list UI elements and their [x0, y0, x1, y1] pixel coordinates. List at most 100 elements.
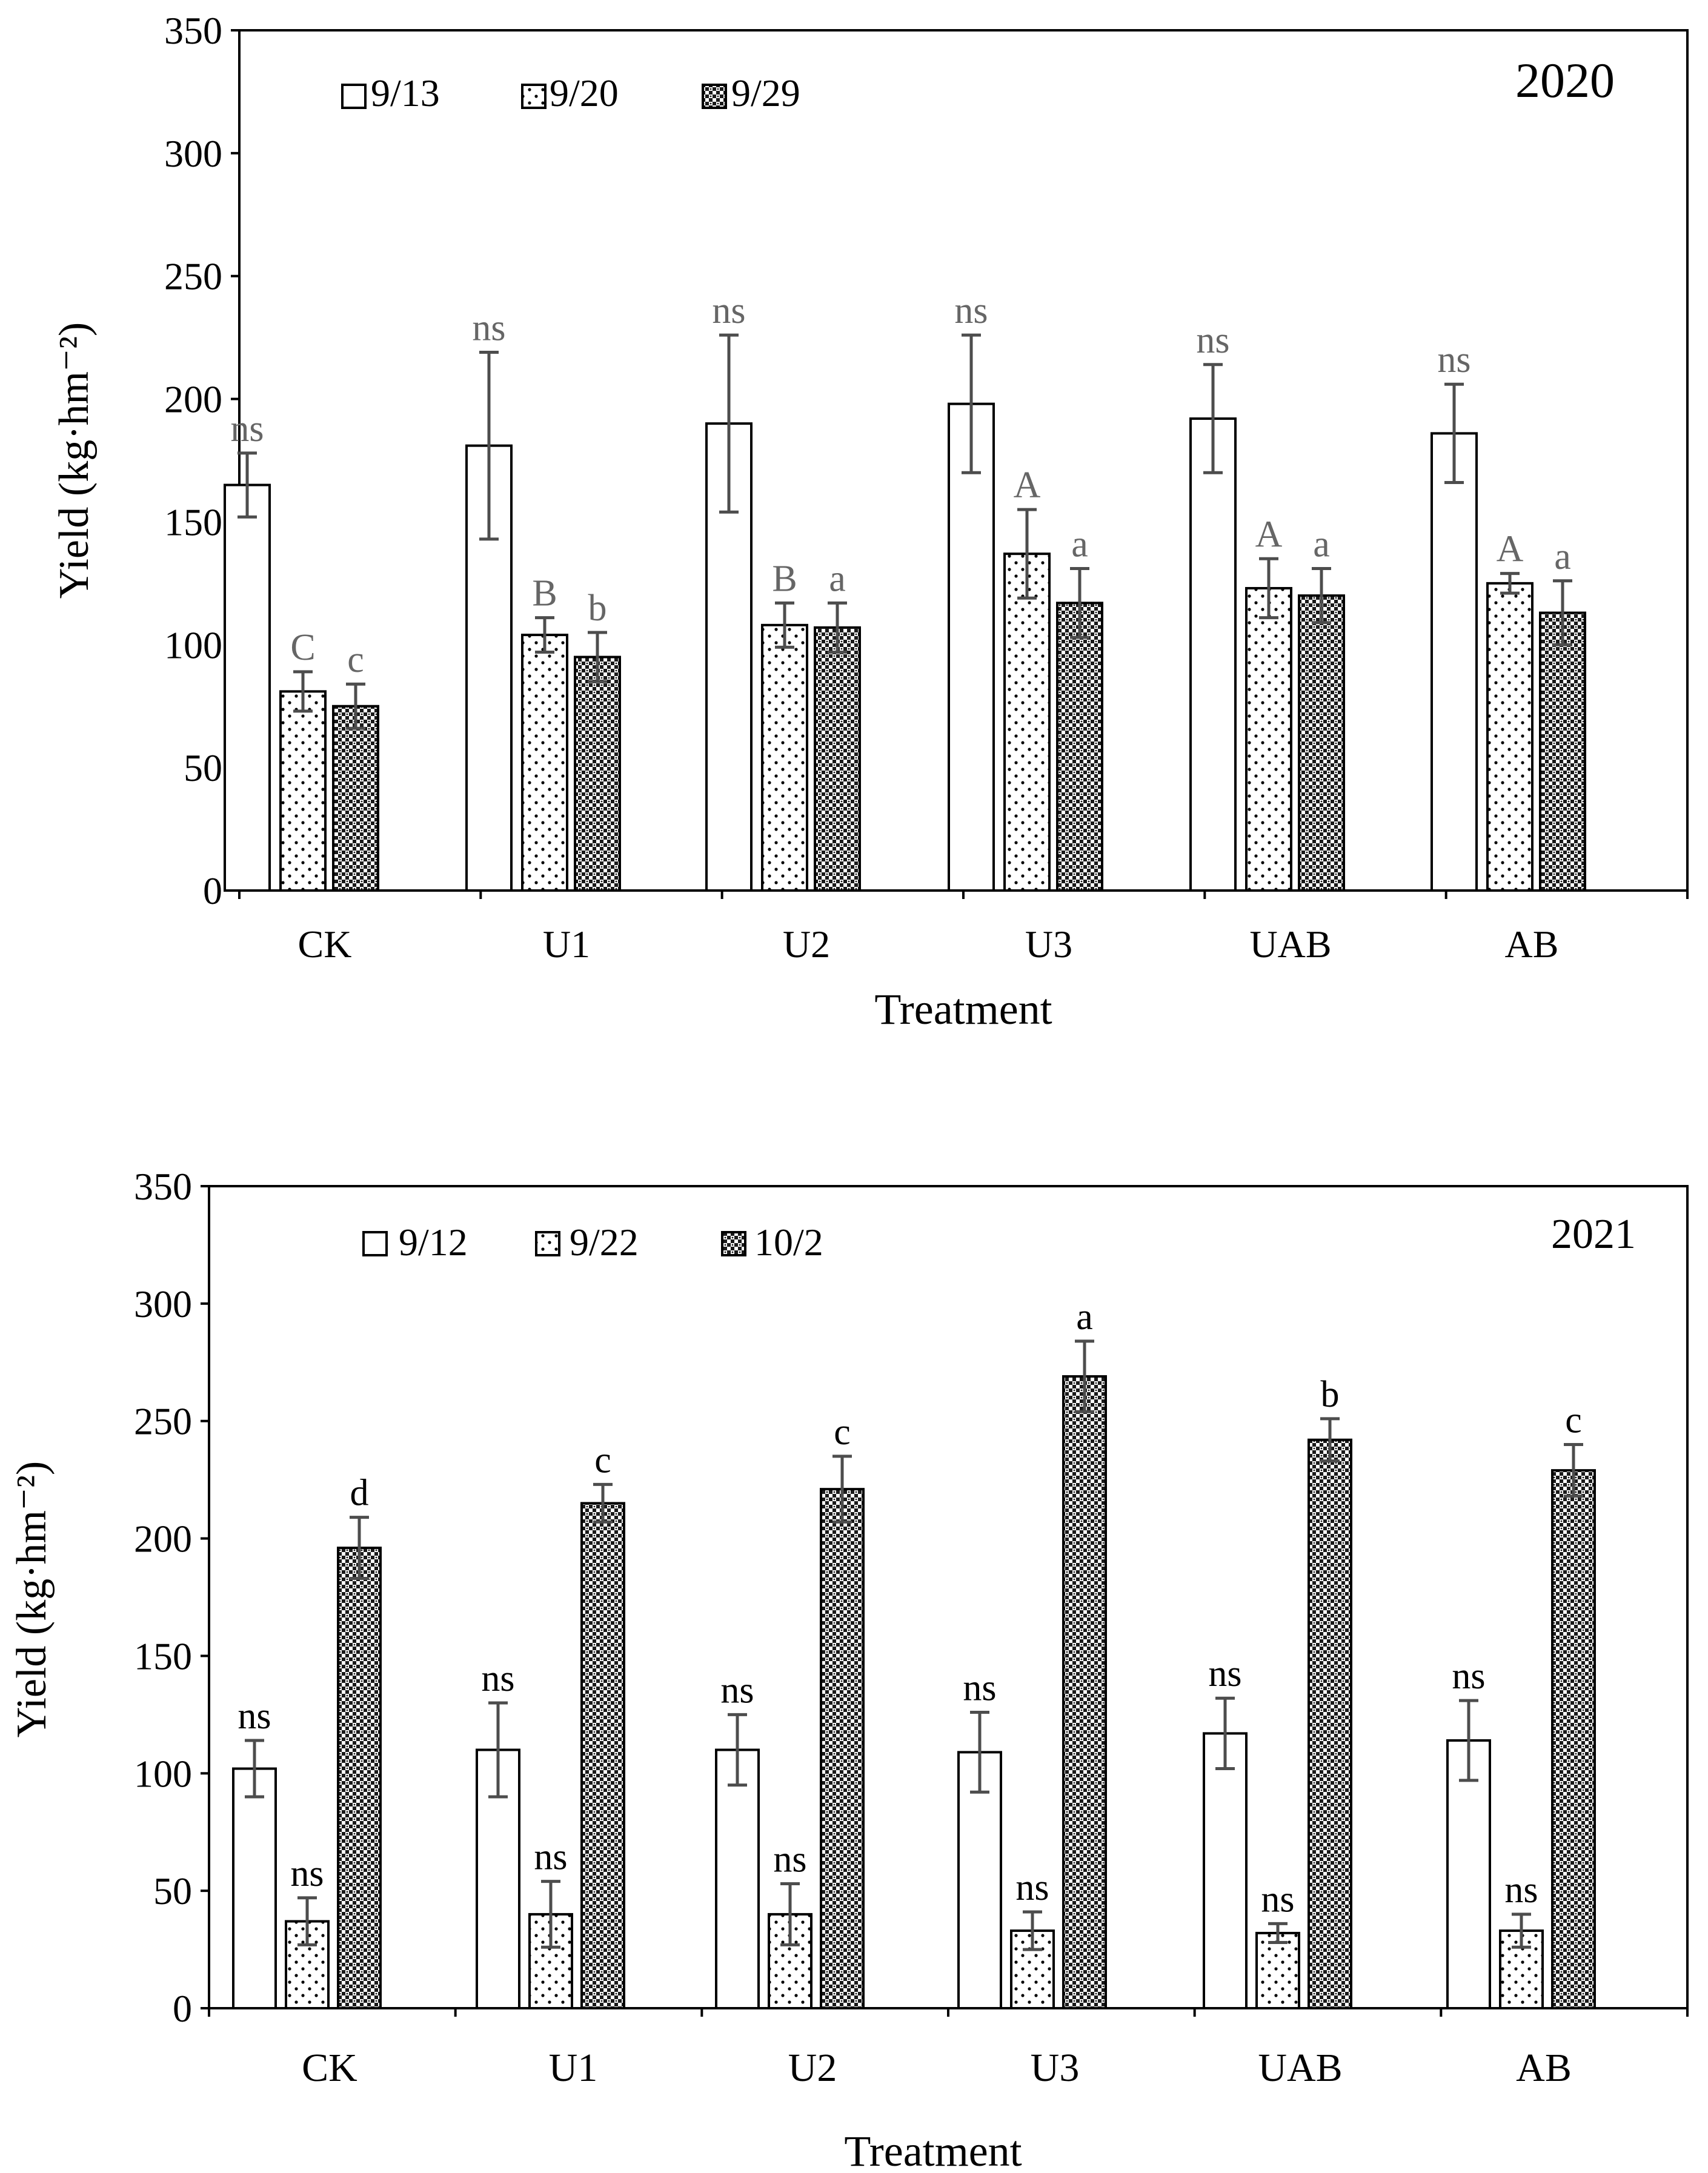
y-axis: 0 50 100 150 200 250 300 350: [164, 9, 239, 912]
legend-label: 10/2: [754, 1221, 823, 1264]
legend-label: 9/22: [570, 1221, 639, 1264]
y-tick-label: 200: [164, 378, 222, 421]
significance-letter: a: [829, 558, 846, 599]
error-bar: [828, 601, 847, 654]
significance-letter: B: [772, 558, 797, 599]
error-bar: [1259, 557, 1278, 620]
significance-letter: a: [1313, 524, 1330, 565]
significance-letter: a: [1071, 524, 1088, 565]
error-bar: [970, 1710, 989, 1794]
error-bar: [238, 451, 257, 519]
bar: [814, 626, 861, 892]
significance-letter: ns: [1452, 1656, 1485, 1697]
significance-letter: A: [1014, 465, 1041, 506]
x-tick-label: U2: [788, 2046, 837, 2090]
bar: [715, 1748, 760, 2010]
bar-series-group: ns ns ns ns ns ns ns ns ns ns ns ns d c c a b c: [232, 1296, 1596, 2010]
significance-letter: b: [1321, 1374, 1340, 1415]
x-tick-label: U1: [543, 923, 590, 966]
y-tick-label: 350: [134, 1165, 192, 1208]
bar-series-group: ns ns ns ns ns ns C B B A A Ac b a a a a: [224, 290, 1586, 892]
error-bar: [593, 1482, 613, 1524]
bar: [337, 1547, 382, 2010]
significance-letter: c: [347, 639, 364, 680]
x-tick-label: CK: [298, 923, 352, 966]
legend-item: 9/12: [362, 1221, 468, 1264]
error-bar: [962, 333, 981, 474]
x-axis-label: Treatment: [844, 2127, 1022, 2173]
error-bar: [297, 1896, 317, 1946]
legend-item: 10/2: [721, 1221, 823, 1264]
error-bar: [728, 1713, 747, 1787]
y-tick-label: 300: [134, 1282, 192, 1325]
error-bar: [719, 333, 739, 514]
y-tick-label: 150: [164, 500, 222, 543]
bar: [574, 655, 621, 892]
y-tick-label: 200: [134, 1518, 192, 1561]
significance-letter: ns: [472, 307, 505, 348]
significance-letter: A: [1255, 514, 1283, 555]
y-axis-label: Yield (kg·hm⁻²): [51, 322, 98, 599]
error-bar: [588, 631, 607, 683]
significance-letter: ns: [720, 1670, 754, 1711]
x-axis-label: Treatment: [874, 985, 1052, 1033]
chart-title: 2021: [1551, 1211, 1636, 1258]
y-axis: 0 50 100 150 200 250 300 350: [134, 1165, 209, 2030]
legend-swatch-open: [362, 1231, 388, 1256]
error-bar: [832, 1455, 852, 1524]
error-bar: [1203, 363, 1223, 474]
error-bar: [293, 670, 313, 713]
error-bar: [1075, 1339, 1094, 1413]
x-tick-label: U3: [1031, 2046, 1080, 2090]
significance-letter: ns: [1208, 1653, 1241, 1694]
legend-label: 9/29: [731, 71, 800, 114]
y-tick-label: 150: [134, 1634, 192, 1677]
error-bar: [775, 601, 794, 649]
significance-letter: a: [1554, 536, 1571, 577]
bar: [232, 1767, 277, 2010]
significance-letter: ns: [954, 290, 988, 331]
error-bar: [1023, 1910, 1042, 1951]
y-tick-label: 100: [134, 1752, 192, 1795]
bar: [1298, 594, 1345, 892]
y-tick-label: 50: [153, 1869, 192, 1913]
error-bar: [541, 1880, 560, 1949]
y-tick-label: 350: [164, 9, 222, 52]
bar: [1203, 1732, 1248, 2009]
y-tick-label: 0: [203, 869, 222, 912]
legend: 9/12 9/22 10/2: [362, 1221, 823, 1264]
bar: [279, 690, 327, 892]
significance-letter: ns: [1196, 320, 1229, 361]
bar: [1056, 602, 1103, 892]
significance-letter: b: [588, 588, 607, 629]
legend: 9/13 9/20 9/29: [341, 71, 800, 114]
significance-letter: ns: [534, 1837, 567, 1878]
significance-letter: ns: [1504, 1869, 1538, 1911]
legend-label: 9/13: [371, 71, 440, 114]
error-bar: [780, 1882, 800, 1946]
significance-letter: ns: [1261, 1879, 1294, 1920]
error-bar: [245, 1739, 264, 1799]
significance-letter: ns: [481, 1658, 514, 1699]
x-tick-label: CK: [302, 2046, 357, 2090]
x-tick-label: UAB: [1258, 2046, 1342, 2090]
error-bar: [1564, 1442, 1583, 1498]
legend-item: 9/29: [702, 71, 800, 114]
error-bar: [479, 350, 499, 541]
x-tick-label: U3: [1025, 923, 1072, 966]
error-bar: [346, 682, 365, 730]
y-tick-label: 100: [164, 623, 222, 666]
bar: [1539, 611, 1586, 892]
legend-swatch-checker: [721, 1231, 746, 1256]
error-bar: [1312, 567, 1331, 625]
legend-item: 9/13: [341, 71, 440, 114]
error-bar: [1444, 382, 1464, 485]
y-tick-label: 250: [164, 255, 222, 298]
x-tick-label: U2: [783, 923, 830, 966]
bar: [224, 483, 271, 892]
plot-frame: [208, 1185, 1689, 2009]
significance-letter: ns: [963, 1667, 996, 1708]
